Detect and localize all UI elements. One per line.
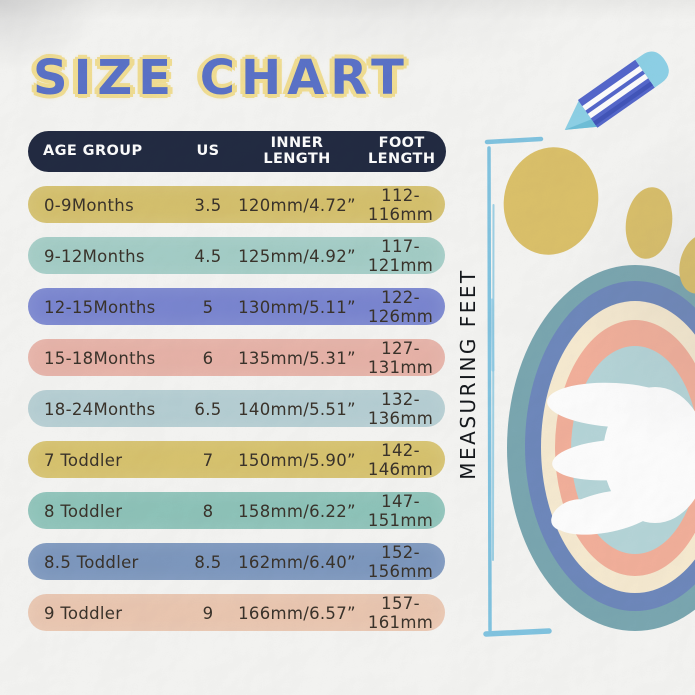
table-header-row: AGE GROUP US INNER LENGTH FOOT LENGTH <box>28 131 446 172</box>
cell-age-group: 9-12Months <box>44 246 145 266</box>
cell-age-group: 7 Toddler <box>44 450 123 470</box>
table-row: 8.5 Toddler 8.5 162mm/6.40” 152-156mm <box>28 543 445 581</box>
cell-us: 8.5 <box>194 552 222 572</box>
table-row: 9 Toddler 9 166mm/6.57” 157-161mm <box>28 594 445 632</box>
cell-us: 5 <box>202 297 214 317</box>
table-row: 18-24Months 6.5 140mm/5.51” 132-136mm <box>28 390 445 428</box>
foot-pad-highlight <box>547 382 695 535</box>
cell-foot-length: 112-116mm <box>367 186 434 224</box>
cell-inner-length: 140mm/5.51” <box>238 399 356 419</box>
table-row: 7 Toddler 7 150mm/5.90” 142-146mm <box>28 441 445 479</box>
cell-foot-length: 127-131mm <box>367 339 434 377</box>
cell-age-group: 9 Toddler <box>44 603 123 623</box>
header-foot-length: FOOT LENGTH <box>368 134 436 167</box>
header-inner-length: INNER LENGTH <box>263 134 331 167</box>
cell-foot-length: 147-151mm <box>367 492 434 530</box>
cell-foot-length: 117-121mm <box>367 237 434 275</box>
cell-foot-length: 142-146mm <box>367 441 434 479</box>
cell-inner-length: 150mm/5.90” <box>238 450 356 470</box>
header-us: US <box>196 142 220 159</box>
cell-age-group: 18-24Months <box>44 399 156 419</box>
cell-age-group: 8.5 Toddler <box>44 552 139 572</box>
table-row: 9-12Months 4.5 125mm/4.92” 117-121mm <box>28 237 445 275</box>
header-age-group: AGE GROUP <box>43 142 143 159</box>
cell-age-group: 8 Toddler <box>44 501 123 521</box>
cell-inner-length: 166mm/6.57” <box>238 603 356 623</box>
cell-foot-length: 122-126mm <box>367 288 434 326</box>
cell-us: 4.5 <box>194 246 222 266</box>
cell-age-group: 15-18Months <box>44 348 156 368</box>
cell-us: 3.5 <box>194 195 222 215</box>
table-row: 8 Toddler 8 158mm/6.22” 147-151mm <box>28 492 445 530</box>
cell-age-group: 12-15Months <box>44 297 156 317</box>
measuring-feet-label: MEASURING FEET <box>456 268 480 480</box>
cell-inner-length: 130mm/5.11” <box>238 297 356 317</box>
cell-us: 8 <box>202 501 214 521</box>
table-row: 15-18Months 6 135mm/5.31” 127-131mm <box>28 339 445 377</box>
cell-us: 7 <box>202 450 214 470</box>
page-title: SIZE CHART <box>33 50 410 106</box>
cell-us: 6.5 <box>194 399 222 419</box>
cell-inner-length: 162mm/6.40” <box>238 552 356 572</box>
cell-inner-length: 135mm/5.31” <box>238 348 356 368</box>
cell-us: 9 <box>202 603 214 623</box>
cell-inner-length: 158mm/6.22” <box>238 501 356 521</box>
cell-foot-length: 152-156mm <box>367 543 434 581</box>
cell-foot-length: 157-161mm <box>367 594 434 632</box>
cell-foot-length: 132-136mm <box>367 390 434 428</box>
table-row: 12-15Months 5 130mm/5.11” 122-126mm <box>28 288 445 326</box>
cell-inner-length: 125mm/4.92” <box>238 246 356 266</box>
cell-age-group: 0-9Months <box>44 195 134 215</box>
cell-us: 6 <box>202 348 214 368</box>
measuring-bracket-icon <box>483 136 552 637</box>
cell-inner-length: 120mm/4.72” <box>238 195 356 215</box>
table-row: 0-9Months 3.5 120mm/4.72” 112-116mm <box>28 186 445 224</box>
